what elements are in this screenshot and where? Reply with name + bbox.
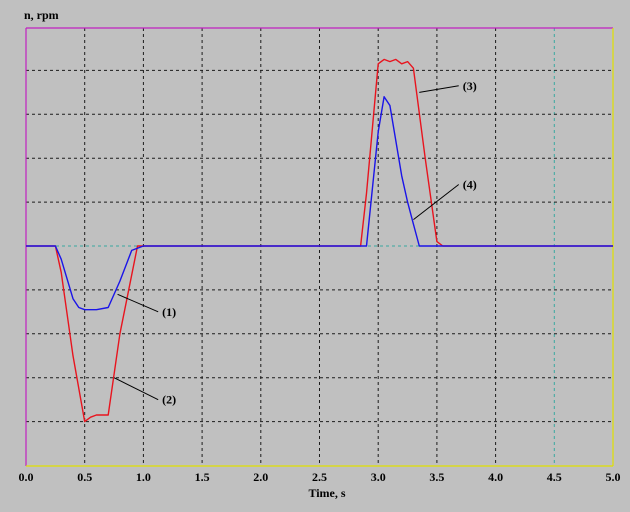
y-axis-label: n, rpm bbox=[24, 8, 59, 22]
grid bbox=[26, 28, 613, 466]
x-tick-label: 4.0 bbox=[488, 470, 503, 484]
series-line-2 bbox=[26, 96, 613, 311]
annotation-leader-3 bbox=[419, 85, 459, 93]
x-axis-label: Time, s bbox=[308, 486, 345, 500]
annotation-label-2: (2) bbox=[162, 393, 176, 407]
x-tick-label: 5.0 bbox=[606, 470, 621, 484]
annotations: (1) (2) (3) (4) bbox=[113, 79, 477, 407]
x-tick-label: 3.0 bbox=[371, 470, 386, 484]
x-tick-label: 1.0 bbox=[136, 470, 151, 484]
x-tick-label: 2.5 bbox=[312, 470, 327, 484]
annotation-leader-4 bbox=[413, 184, 460, 221]
annotation-label-1: (1) bbox=[162, 305, 176, 319]
x-tick-label: 1.5 bbox=[195, 470, 210, 484]
annotation-leader-2 bbox=[113, 377, 159, 401]
x-tick-label: 2.0 bbox=[253, 470, 268, 484]
x-tick-label: 0.5 bbox=[77, 470, 92, 484]
annotation-label-4: (4) bbox=[463, 178, 477, 192]
annotation-leader-1 bbox=[117, 293, 159, 313]
x-tick-labels: 0.0 0.5 1.0 1.5 2.0 2.5 3.0 3.5 4.0 4.5 5.0 bbox=[19, 470, 621, 484]
x-tick-label: 0.0 bbox=[19, 470, 34, 484]
x-tick-label: 3.5 bbox=[429, 470, 444, 484]
x-tick-label: 4.5 bbox=[547, 470, 562, 484]
annotation-label-3: (3) bbox=[463, 79, 477, 93]
series-group bbox=[26, 58, 613, 423]
plot-frame bbox=[25, 27, 614, 467]
